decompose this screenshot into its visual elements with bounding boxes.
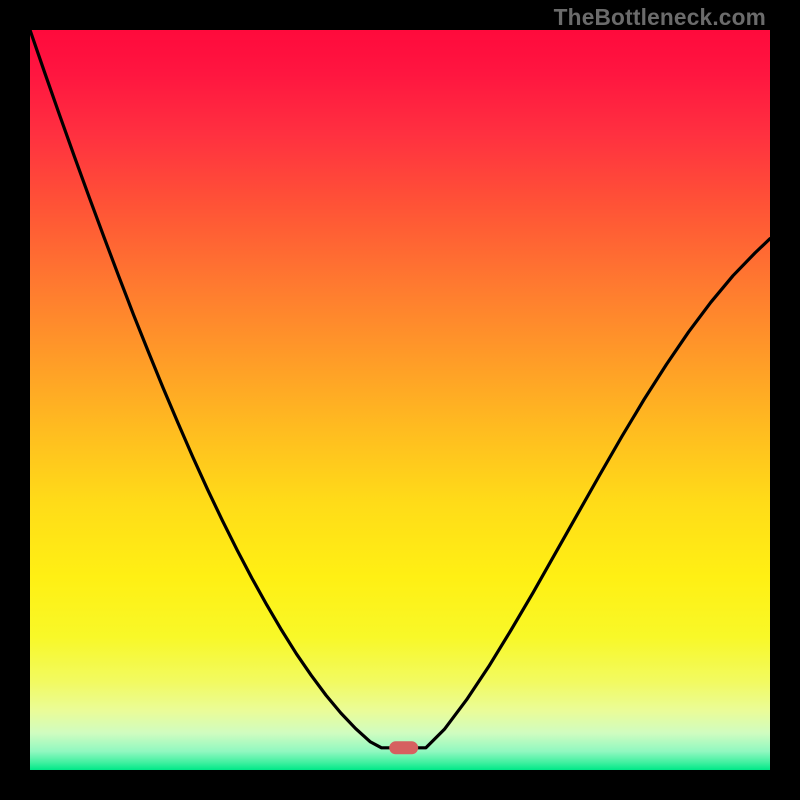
frame: TheBottleneck.com [0, 0, 800, 800]
watermark-text: TheBottleneck.com [554, 4, 766, 31]
bottleneck-curve [30, 30, 770, 748]
chart-svg [30, 30, 770, 770]
plot-area [30, 30, 770, 770]
min-marker [390, 742, 418, 754]
